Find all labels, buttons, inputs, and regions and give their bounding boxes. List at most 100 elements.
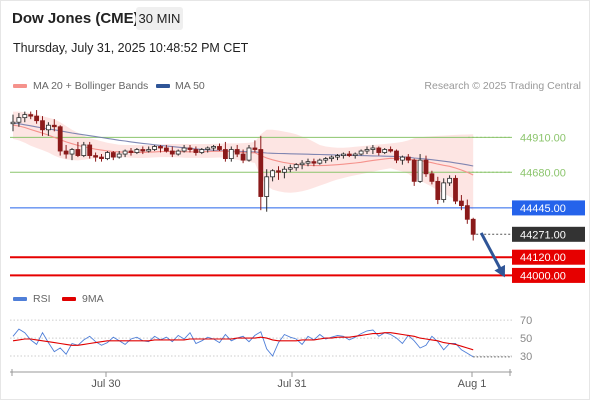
candle-body — [22, 114, 28, 119]
candle-body — [441, 182, 447, 200]
candle-body — [240, 153, 246, 161]
candle-body — [116, 153, 122, 158]
candle-body — [63, 150, 69, 155]
candle-body — [293, 164, 299, 169]
candle-body — [352, 153, 358, 156]
candle-body — [28, 114, 34, 117]
candle-body — [10, 121, 16, 125]
candle-body — [382, 149, 388, 153]
timestamp: Thursday, July 31, 2025 10:48:52 PM CET — [13, 41, 249, 55]
candle-body — [175, 150, 181, 155]
level-label-resistance: 44680.00 — [520, 167, 566, 179]
candle-body — [470, 218, 476, 235]
rsi-tick-label: 30 — [520, 351, 532, 363]
candle-body — [423, 159, 429, 175]
credit-text: Research © 2025 Trading Central — [424, 80, 581, 92]
candle-body — [217, 146, 222, 150]
candle-body — [411, 159, 417, 182]
instrument-title: Dow Jones (CME) — [12, 10, 139, 27]
candle-body — [87, 144, 93, 156]
candle-body — [187, 147, 193, 150]
candle-body — [122, 150, 128, 155]
x-tick-label: Jul 30 — [91, 378, 120, 390]
last-price-box — [512, 226, 585, 242]
candle-body — [340, 153, 346, 156]
candle-body — [110, 152, 116, 158]
candle-body — [222, 149, 228, 160]
candle-body — [453, 177, 458, 202]
candle-body — [281, 168, 287, 173]
candle-body — [46, 124, 51, 131]
level-label-box — [512, 267, 585, 283]
candle-body — [358, 150, 364, 155]
candle-body — [435, 180, 441, 200]
candle-body — [75, 149, 81, 156]
candle-body — [370, 147, 376, 150]
x-tick-label: Aug 1 — [458, 378, 487, 390]
candle-body — [140, 149, 146, 152]
candle-body — [105, 152, 110, 160]
candle-body — [270, 170, 276, 178]
last-price-label: 44271.00 — [520, 229, 566, 241]
candle-body — [376, 147, 382, 153]
rsi-tick-label: 50 — [520, 333, 532, 345]
candle-body — [234, 149, 240, 155]
candle-body — [134, 149, 140, 153]
candle-body — [146, 149, 152, 152]
timeframe-badge[interactable]: 30 MIN — [136, 7, 183, 30]
candle-body — [299, 162, 305, 166]
candle-body — [199, 149, 205, 153]
candle-body — [447, 177, 453, 184]
candle-body — [317, 159, 323, 164]
candle-body — [51, 124, 57, 128]
candle-body — [329, 156, 335, 160]
candles-group — [10, 110, 476, 241]
candle-body — [264, 176, 270, 197]
level-label-support: 44120.00 — [520, 252, 566, 264]
candle-body — [16, 117, 22, 123]
candle-body — [417, 159, 423, 182]
level-label-support: 44000.00 — [520, 270, 566, 282]
candle-body — [364, 149, 370, 152]
candle-body — [388, 149, 394, 152]
rsi-tick-label: 70 — [520, 315, 532, 327]
candle-body — [211, 146, 217, 149]
legend-swatch-ma50 — [156, 84, 170, 88]
candle-body — [99, 156, 104, 160]
candle-body — [335, 155, 340, 158]
candle-body — [205, 147, 211, 150]
rsi-ma-line — [12, 332, 474, 351]
candle-body — [346, 153, 352, 156]
candle-body — [252, 147, 258, 150]
forecast-arrow-head — [494, 264, 506, 278]
candle-body — [276, 170, 281, 173]
forecast-arrow-shaft — [479, 232, 505, 275]
legend-ma20-label: MA 20 + Bollinger Bands — [33, 80, 149, 92]
candle-body — [34, 115, 39, 122]
rsi-line — [12, 328, 474, 358]
candle-body — [405, 156, 411, 161]
candle-body — [158, 146, 163, 149]
legend-swatch-ma20 — [13, 84, 27, 88]
candle-body — [69, 149, 75, 155]
candle-body — [81, 144, 87, 156]
candle-body — [246, 147, 252, 161]
candle-body — [394, 150, 399, 161]
legend-rsi-label: RSI — [33, 293, 51, 305]
candle-body — [193, 149, 199, 153]
candle-body — [93, 155, 98, 158]
candle-body — [169, 150, 175, 155]
level-label-resistance: 44910.00 — [520, 132, 566, 144]
candle-body — [305, 161, 311, 164]
legend-swatch-rsi — [13, 297, 27, 301]
candle-body — [429, 173, 435, 182]
level-label-pivot: 44445.00 — [520, 203, 566, 215]
candle-body — [128, 150, 134, 153]
legend-9ma-label: 9MA — [82, 293, 104, 305]
candle-body — [311, 161, 317, 164]
candle-body — [152, 146, 158, 150]
candle-body — [287, 167, 293, 170]
legend-ma50-label: MA 50 — [175, 80, 205, 92]
candle-body — [228, 149, 234, 160]
